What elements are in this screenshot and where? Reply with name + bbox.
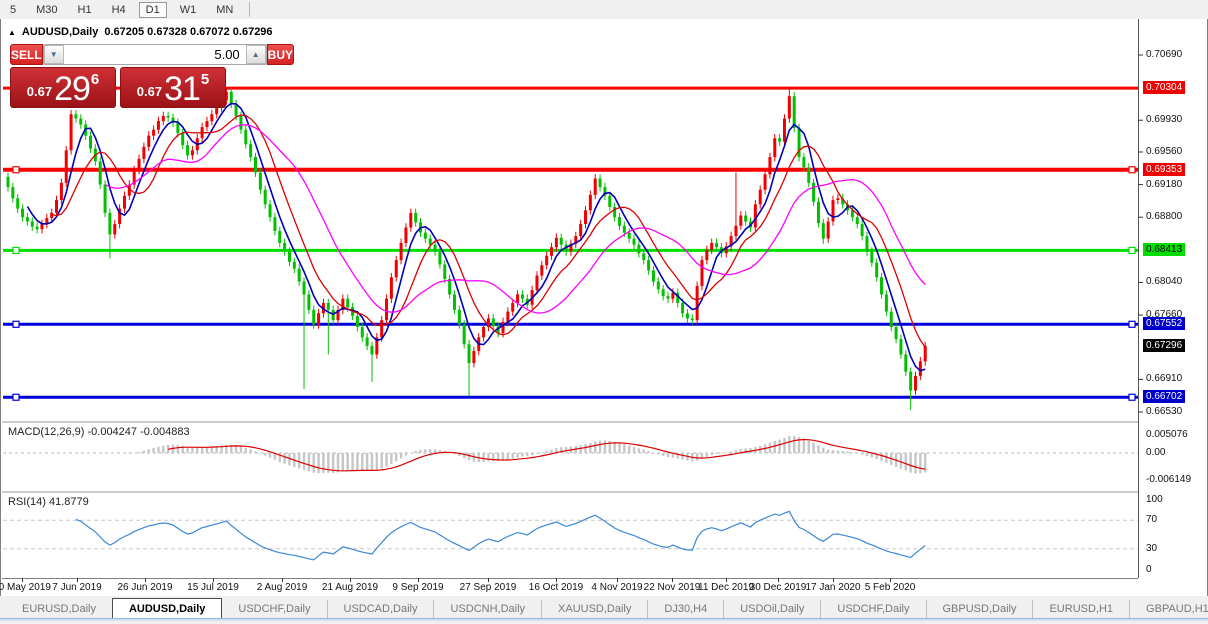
timeframe-button-m30[interactable]: M30 <box>36 3 58 16</box>
price-level-label: 0.68413 <box>1143 243 1186 257</box>
toolbar-separator <box>249 2 251 17</box>
date-axis-label: 2 Aug 2019 <box>256 582 308 593</box>
price-level-label: 0.70304 <box>1143 81 1186 95</box>
buy-button[interactable]: BUY <box>266 44 295 65</box>
chart-tab-gbpaud-h1[interactable]: GBPAUD,H1 <box>1129 600 1208 618</box>
date-axis-label: 17 Jan 2020 <box>805 582 861 593</box>
price-axis-tick: 0.68040 <box>1146 276 1183 288</box>
date-axis-label: 15 Jul 2019 <box>187 582 239 593</box>
date-axis-label: 16 Oct 2019 <box>528 582 584 593</box>
price-level-label: 0.66702 <box>1143 390 1186 404</box>
timeframe-button-mn[interactable]: MN <box>216 3 234 16</box>
chart-header: ▲ AUDUSD,Daily 0.67205 0.67328 0.67072 0… <box>8 26 273 38</box>
timeframe-button-h4[interactable]: H4 <box>111 3 126 16</box>
timeframe-toolbar: 5 M30 H1 H4 D1 W1 MN <box>0 0 1208 19</box>
volume-increase-button[interactable]: ▲ <box>245 45 266 64</box>
price-level-label: 0.67296 <box>1143 339 1186 353</box>
chart-tab-usdchf-daily[interactable]: USDCHF,Daily <box>820 600 925 618</box>
price-axis-tick: 0.69180 <box>1146 178 1183 190</box>
date-axis-label: 20 May 2019 <box>0 582 51 593</box>
macd-axis-tick: 0.00 <box>1146 447 1166 458</box>
date-axis-label: 7 Jun 2019 <box>52 582 102 593</box>
chart-tab-usdcad-daily[interactable]: USDCAD,Daily <box>326 600 434 618</box>
rsi-axis-tick: 70 <box>1146 514 1158 525</box>
rsi-label: RSI(14) 41.8779 <box>8 496 89 508</box>
chart-tab-gbpusd-daily[interactable]: GBPUSD,Daily <box>925 600 1033 618</box>
buy-price-box[interactable]: 0.67 31 5 <box>120 67 226 108</box>
sell-button[interactable]: SELL <box>10 44 43 65</box>
timeframe-button-d1[interactable]: D1 <box>138 1 167 18</box>
timeframe-button-w1[interactable]: W1 <box>179 3 197 16</box>
rsi-axis-tick: 100 <box>1146 494 1163 505</box>
price-axis-tick: 0.70690 <box>1146 49 1183 60</box>
chart-tab-xauusd-daily[interactable]: XAUUSD,Daily <box>541 600 647 618</box>
rsi-axis-tick: 0 <box>1146 564 1152 575</box>
date-axis-label: 21 Aug 2019 <box>321 582 379 593</box>
date-axis-label: 4 Nov 2019 <box>591 582 643 593</box>
volume-decrease-button[interactable]: ▼ <box>43 45 64 64</box>
chart-tab-usdoil-daily[interactable]: USDOil,Daily <box>723 600 820 618</box>
sell-price-prefix: 0.67 <box>26 84 53 99</box>
chart-tab-usdcnh-daily[interactable]: USDCNH,Daily <box>433 600 541 618</box>
volume-input[interactable] <box>63 45 246 64</box>
trade-panel-controls: SELL ▼ ▲ BUY <box>10 44 295 65</box>
date-axis-label: 9 Sep 2019 <box>392 582 444 593</box>
price-axis-tick: 0.66530 <box>1146 406 1183 417</box>
sell-price-box[interactable]: 0.67 29 6 <box>10 67 116 108</box>
trade-panel-prices: 0.67 29 6 0.67 31 5 <box>10 67 226 108</box>
chart-symbol-period: AUDUSD,Daily <box>21 26 99 38</box>
chart-tab-dj30-h4[interactable]: DJ30,H4 <box>647 600 723 618</box>
chart-tab-usdchf-daily[interactable]: USDCHF,Daily <box>238 603 311 615</box>
chart-ohlc-values: 0.67205 0.67328 0.67072 0.67296 <box>104 26 273 38</box>
buy-price-pip: 5 <box>200 71 210 88</box>
price-axis-tick: 0.68800 <box>1146 211 1183 223</box>
chart-tab-eurusd-h1[interactable]: EURUSD,H1 <box>1032 600 1129 618</box>
date-axis-label: 22 Nov 2019 <box>643 582 701 593</box>
macd-axis-tick: 0.005076 <box>1146 429 1188 440</box>
date-axis-label: 30 Dec 2019 <box>749 582 807 593</box>
collapse-panel-arrow-icon[interactable]: ▲ <box>8 27 16 37</box>
price-axis-tick: 0.67660 <box>1146 309 1183 321</box>
price-level-label: 0.69353 <box>1143 162 1186 176</box>
date-axis-label: 26 Jun 2019 <box>117 582 173 593</box>
sell-price-big: 29 <box>54 69 91 108</box>
date-axis-label: 11 Dec 2019 <box>698 582 754 593</box>
timeframe-button-h1[interactable]: H1 <box>77 3 92 16</box>
price-axis-tick: 0.66910 <box>1146 373 1183 385</box>
volume-spinner: ▼ ▲ <box>42 44 267 65</box>
one-click-trade-panel: SELL ▼ ▲ BUY 0.67 29 6 0.67 31 5 <box>10 44 295 108</box>
buy-price-big: 31 <box>164 69 201 108</box>
window-bottom-edge <box>0 618 1208 624</box>
macd-axis-tick: -0.006149 <box>1146 474 1192 485</box>
buy-price-prefix: 0.67 <box>136 84 163 99</box>
timeframe-button-5[interactable]: 5 <box>10 3 17 16</box>
chart-tab-audusd-daily[interactable]: AUDUSD,Daily <box>111 598 223 618</box>
chart-tab-eurusd-daily[interactable]: EURUSD,Daily <box>22 603 96 615</box>
price-axis-tick: 0.69930 <box>1146 114 1183 126</box>
rsi-axis-tick: 30 <box>1146 543 1158 554</box>
price-level-label: 0.67552 <box>1143 317 1186 331</box>
sell-price-pip: 6 <box>90 71 100 88</box>
date-axis-label: 5 Feb 2020 <box>864 582 916 593</box>
chart-tab-bar: EURUSD,Daily AUDUSD,Daily USDCHF,Daily USDC… <box>0 597 1208 618</box>
date-axis-label: 27 Sep 2019 <box>459 582 517 593</box>
price-axis-tick: 0.69560 <box>1146 145 1183 157</box>
macd-label: MACD(12,26,9) -0.004247 -0.004883 <box>8 426 190 438</box>
